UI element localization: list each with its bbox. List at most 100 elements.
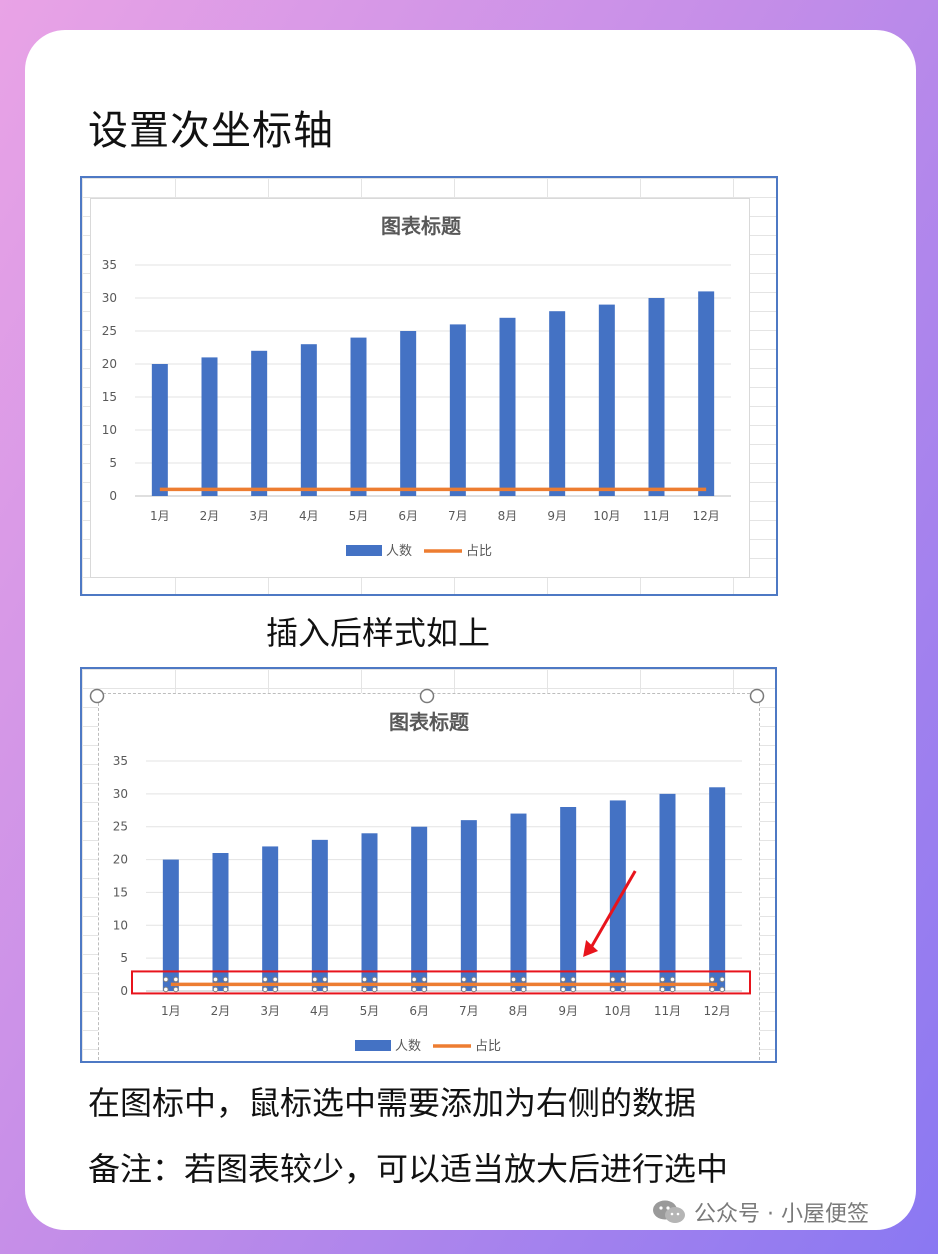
bar-人数 — [659, 793, 676, 991]
y-tick-label: 30 — [102, 291, 117, 305]
chart-title: 图表标题 — [381, 214, 462, 238]
bar-人数 — [262, 846, 279, 991]
x-tick-label: 8月 — [498, 509, 518, 523]
bar-人数 — [400, 331, 417, 496]
line-point-handle — [411, 976, 417, 983]
caption-note: 备注：若图表较少，可以适当放大后进行选中 — [88, 1150, 729, 1188]
y-tick-label: 5 — [109, 456, 117, 470]
legend-swatch-人数 — [355, 1040, 391, 1051]
y-tick-label: 10 — [113, 918, 128, 932]
x-tick-label: 12月 — [704, 1004, 731, 1018]
arrow-head — [583, 940, 599, 957]
line-point-handle — [212, 976, 219, 983]
line-point-handle — [322, 976, 328, 983]
line-point-handle — [421, 986, 427, 993]
bar-人数 — [598, 304, 615, 496]
y-tick-label: 35 — [102, 258, 117, 272]
caption-after-insert: 插入后样式如上 — [266, 614, 491, 652]
line-point-handle — [669, 986, 676, 993]
bar-人数 — [709, 787, 726, 991]
line-point-handle — [222, 986, 229, 993]
line-point-handle — [560, 986, 566, 993]
line-point-handle — [570, 986, 576, 993]
line-point-handle — [163, 986, 169, 993]
x-tick-label: 6月 — [398, 509, 418, 523]
line-point-handle — [471, 986, 477, 993]
x-tick-label: 11月 — [654, 1004, 681, 1018]
line-point-handle — [471, 976, 477, 983]
excel-screenshot-2: 图表标题 0 5 10 15 20 25 30 35 1月 2月 3月 4月 5月 6月 7月 8月 9月 10月 1… — [80, 667, 777, 1063]
line-point-handle — [262, 986, 268, 993]
y-tick-label: 0 — [109, 489, 117, 503]
line-point-handle — [421, 976, 427, 983]
bar-人数 — [411, 826, 428, 991]
line-point-handle — [520, 986, 527, 993]
bar-人数 — [201, 357, 218, 496]
bar-人数 — [510, 813, 527, 991]
excel-screenshot-1: 图表标题 0 5 10 15 20 25 30 35 1月 2月 3月 4月 5月 6月 7月 8月 9月 10月 1… — [80, 176, 778, 596]
chart-title: 图表标题 — [389, 710, 470, 734]
bar-人数 — [460, 820, 477, 991]
line-point-handle — [659, 976, 666, 983]
y-tick-label: 5 — [120, 951, 128, 965]
chart-2: 图表标题 0 5 10 15 20 25 30 35 1月 2月 3月 4月 5月 6月 7月 8月 9月 10月 1… — [113, 710, 751, 1054]
line-point-handle — [371, 986, 378, 993]
y-tick-label: 25 — [102, 324, 117, 338]
chart-area-1[interactable]: 图表标题 0 5 10 15 20 25 30 35 1月 2月 3月 4月 5月 6月 7月 8月 9月 10月 1… — [90, 198, 750, 578]
caption-select-data: 在图标中，鼠标选中需要添加为右侧的数据 — [88, 1084, 697, 1122]
line-point-handle — [312, 976, 318, 983]
bar-人数 — [162, 859, 179, 991]
bar-人数 — [499, 317, 516, 496]
x-tick-label: 6月 — [409, 1004, 429, 1018]
legend-label: 占比 — [475, 1039, 501, 1054]
line-point-handle — [570, 976, 576, 983]
line-point-handle — [262, 976, 268, 983]
x-tick-label: 8月 — [509, 1004, 529, 1018]
y-tick-label: 30 — [113, 787, 128, 801]
x-tick-label: 7月 — [459, 1004, 479, 1018]
chart-1: 图表标题 0 5 10 15 20 25 30 35 1月 2月 3月 4月 5月 6月 7月 8月 9月 10月 1… — [102, 214, 731, 559]
bar-人数 — [151, 364, 168, 496]
x-tick-label: 9月 — [547, 509, 567, 523]
legend-label: 人数 — [386, 544, 412, 559]
x-tick-label: 9月 — [558, 1004, 578, 1018]
line-point-handle — [709, 976, 715, 983]
x-tick-label: 2月 — [200, 509, 220, 523]
x-tick-label: 11月 — [643, 509, 670, 523]
x-tick-label: 12月 — [693, 509, 720, 523]
wechat-icon — [653, 1200, 685, 1223]
bar-人数 — [251, 350, 268, 496]
bar-人数 — [311, 839, 328, 991]
line-point-handle — [709, 986, 715, 993]
bar-人数 — [560, 807, 577, 991]
highlight-box — [131, 970, 751, 995]
x-tick-label: 5月 — [360, 1004, 380, 1018]
line-point-handle — [719, 986, 725, 993]
legend-label: 人数 — [395, 1039, 421, 1054]
line-point-handle — [371, 976, 378, 983]
line-point-handle — [719, 976, 725, 983]
line-point-handle — [163, 976, 169, 983]
legend-swatch-人数 — [346, 545, 382, 556]
y-tick-label: 20 — [102, 357, 117, 371]
line-point-handle — [361, 976, 368, 983]
line-point-handle — [173, 976, 179, 983]
line-point-handle — [322, 986, 328, 993]
line-point-handle — [659, 986, 666, 993]
bar-人数 — [549, 311, 566, 496]
x-tick-label: 5月 — [349, 509, 369, 523]
y-tick-label: 15 — [102, 390, 117, 404]
bar-人数 — [212, 853, 229, 991]
y-tick-label: 10 — [102, 423, 117, 437]
y-tick-label: 0 — [120, 984, 128, 998]
watermark-text: 公众号 · 小屋便签 — [694, 1202, 869, 1227]
line-point-handle — [173, 986, 179, 993]
line-point-handle — [361, 986, 368, 993]
line-point-handle — [560, 976, 566, 983]
chart-area-2[interactable]: 图表标题 0 5 10 15 20 25 30 35 1月 2月 3月 4月 5月 6月 7月 8月 9月 10月 1… — [98, 693, 760, 1061]
line-point-handle — [610, 986, 616, 993]
watermark: 公众号 · 小屋便签 — [652, 1196, 869, 1228]
x-tick-label: 1月 — [150, 509, 170, 523]
line-point-handle — [272, 976, 278, 983]
line-point-handle — [520, 976, 527, 983]
